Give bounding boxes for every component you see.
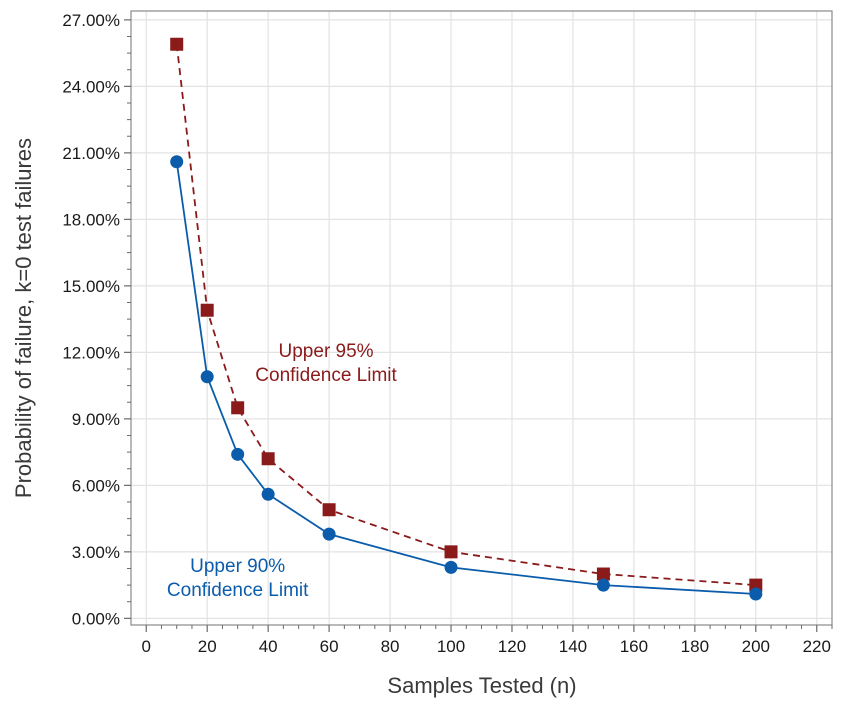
series-annotation-line: Upper 95% bbox=[279, 341, 374, 362]
data-point-square bbox=[596, 567, 610, 581]
data-point-circle bbox=[322, 527, 336, 541]
data-point-circle bbox=[200, 370, 214, 384]
series-line bbox=[175, 44, 756, 586]
y-tick-label: 15.00% bbox=[62, 277, 120, 296]
x-tick-label: 180 bbox=[681, 637, 709, 656]
y-tick-label: 27.00% bbox=[62, 11, 120, 30]
y-axis-title: Probability of failure, k=0 test failure… bbox=[11, 138, 36, 498]
y-tick-label: 18.00% bbox=[62, 210, 120, 229]
x-axis-title: Samples Tested (n) bbox=[387, 673, 576, 698]
plot-frame bbox=[130, 10, 833, 626]
data-point-square bbox=[200, 303, 214, 317]
series-annotation-line: Confidence Limit bbox=[255, 365, 397, 386]
x-tick-label: 160 bbox=[620, 637, 648, 656]
data-point-circle bbox=[231, 447, 245, 461]
series bbox=[170, 37, 763, 601]
y-tick-label: 12.00% bbox=[62, 343, 120, 362]
series-annotation-line: Confidence Limit bbox=[167, 580, 309, 601]
y-tick-label: 0.00% bbox=[72, 609, 120, 628]
data-point-square bbox=[261, 452, 275, 466]
series-upper-95-confidence-limit bbox=[170, 37, 763, 592]
x-tick-label: 140 bbox=[559, 637, 587, 656]
y-tick-label: 3.00% bbox=[72, 543, 120, 562]
x-tick-label: 40 bbox=[259, 637, 278, 656]
x-tick-label: 20 bbox=[198, 637, 217, 656]
data-point-square bbox=[231, 401, 245, 415]
data-point-square bbox=[170, 37, 184, 51]
data-point-circle bbox=[170, 155, 184, 169]
series-upper-90-confidence-limit bbox=[170, 155, 763, 601]
series-annotation-line: Upper 90% bbox=[190, 556, 285, 577]
annotations: Upper 95% Confidence Limit Upper 90% Confid… bbox=[167, 341, 398, 601]
x-tick-label: 200 bbox=[742, 637, 770, 656]
data-point-circle bbox=[444, 560, 458, 574]
y-tick-label: 21.00% bbox=[62, 144, 120, 163]
x-tick-label: 220 bbox=[803, 637, 831, 656]
series-line bbox=[175, 161, 756, 595]
x-tick-label: 60 bbox=[320, 637, 339, 656]
y-tick-label: 9.00% bbox=[72, 410, 120, 429]
x-tick-label: 100 bbox=[437, 637, 465, 656]
data-point-square bbox=[444, 545, 458, 559]
x-tick-label: 0 bbox=[142, 637, 151, 656]
axes: 0 20 40 60 80 100 120 140 160 180 200 220 0.00% 3.00%… bbox=[62, 11, 833, 656]
data-point-circle bbox=[261, 487, 275, 501]
y-tick-label: 6.00% bbox=[72, 476, 120, 495]
data-point-square bbox=[322, 503, 336, 517]
grid bbox=[131, 11, 832, 625]
data-point-circle bbox=[749, 587, 763, 601]
data-point-circle bbox=[596, 578, 610, 592]
x-tick-label: 80 bbox=[381, 637, 400, 656]
y-tick-label: 24.00% bbox=[62, 77, 120, 96]
x-tick-label: 120 bbox=[498, 637, 526, 656]
